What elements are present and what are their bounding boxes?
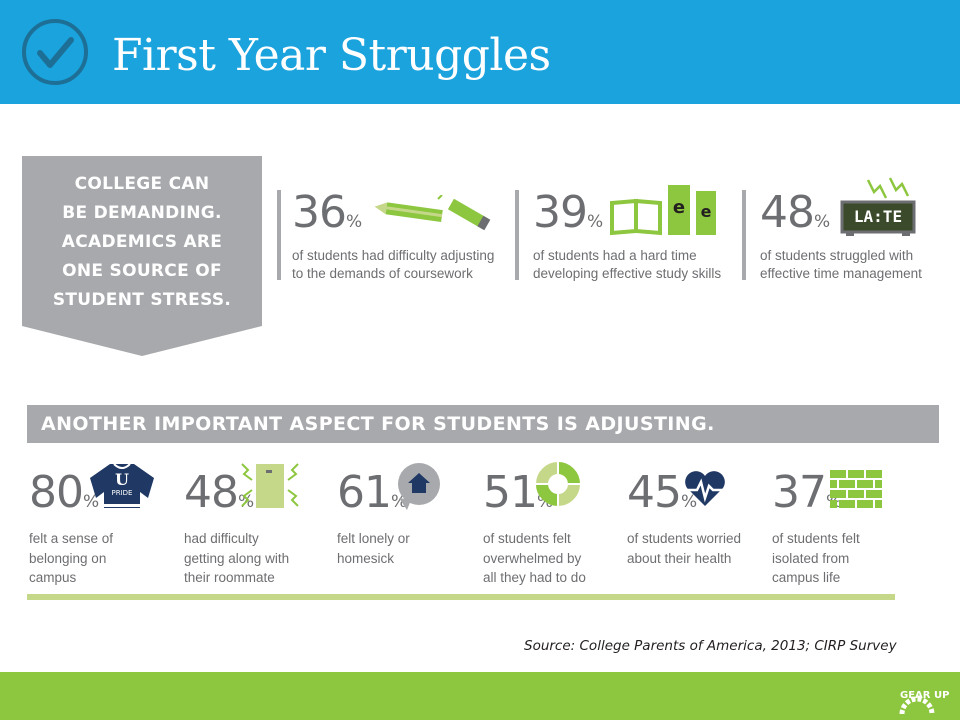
stat-value: 45% (627, 467, 698, 518)
stat-desc: of students had difficulty adjusting to … (292, 248, 495, 281)
source-citation: Source: College Parents of America, 2013… (524, 638, 897, 654)
academics-banner (22, 156, 262, 356)
academic-stat: 48% of students struggled with effective… (760, 190, 922, 283)
stat-desc: of students had a hard time developing e… (533, 248, 722, 281)
door-icon (241, 463, 299, 508)
clock-icon: LA:TE (838, 176, 918, 240)
adjusting-stat: 61% felt lonely or homesick (337, 470, 410, 568)
brick-wall-icon (830, 470, 882, 508)
heartbeat-icon (685, 471, 725, 506)
svg-text:e: e (673, 197, 685, 218)
banner-text: COLLEGE CAN BE DEMANDING. ACADEMICS ARE … (22, 170, 262, 315)
academic-stat: 39% of students had a hard time developi… (533, 190, 721, 283)
academic-stat: 36% of students had difficulty adjusting… (292, 190, 494, 283)
book-icon: e e (610, 185, 716, 236)
pencil-icon (374, 195, 491, 231)
adjusting-stat: 80% felt a sense of belonging on campus (29, 470, 113, 588)
svg-text:e: e (701, 202, 712, 221)
adjusting-stat: 48% had difficulty getting along with th… (184, 470, 289, 588)
header-bar: First Year Struggles (0, 0, 960, 104)
page-title: First Year Struggles (112, 30, 551, 81)
divider (515, 190, 519, 280)
check-circle-icon (22, 19, 88, 85)
stat-desc: had difficulty getting along with their … (184, 531, 290, 585)
divider (742, 190, 746, 280)
adjusting-stat: 45% of students worried about their heal… (627, 470, 741, 568)
stat-desc: of students felt isolated from campus li… (772, 531, 860, 585)
banner-line: COLLEGE CAN (74, 174, 210, 194)
stat-value: 48% (184, 467, 255, 518)
stat-desc: of students struggled with effective tim… (760, 248, 922, 281)
footer-bar (0, 672, 960, 720)
home-bubble-icon (398, 463, 440, 510)
stat-value: 80% (29, 467, 100, 518)
stat-desc: felt a sense of belonging on campus (29, 531, 114, 585)
banner-line: STUDENT STRESS. (52, 290, 232, 310)
sweater-icon: U PRIDE (88, 462, 156, 510)
stat-value: 48% (760, 187, 831, 238)
stat-desc: of students worried about their health (627, 531, 742, 566)
stat-value: 61% (337, 467, 408, 518)
stat-desc: felt lonely or homesick (337, 531, 410, 566)
divider-line (27, 594, 895, 600)
adjusting-heading-bar: ANOTHER IMPORTANT ASPECT FOR STUDENTS IS… (27, 405, 939, 443)
adjusting-heading: ANOTHER IMPORTANT ASPECT FOR STUDENTS IS… (41, 413, 715, 435)
stat-desc: of students felt overwhelmed by all they… (483, 531, 586, 585)
banner-line: ACADEMICS ARE (61, 232, 223, 252)
adjusting-stat: 37% of students felt isolated from campu… (772, 470, 860, 588)
banner-line: BE DEMANDING. (62, 203, 222, 223)
logo-text: GEAR UP (900, 690, 950, 701)
donut-icon (536, 462, 580, 506)
divider (277, 190, 281, 280)
banner-shape (22, 156, 262, 356)
stat-value: 39% (533, 187, 604, 238)
stat-value: 36% (292, 187, 363, 238)
banner-line: ONE SOURCE OF (62, 261, 222, 281)
